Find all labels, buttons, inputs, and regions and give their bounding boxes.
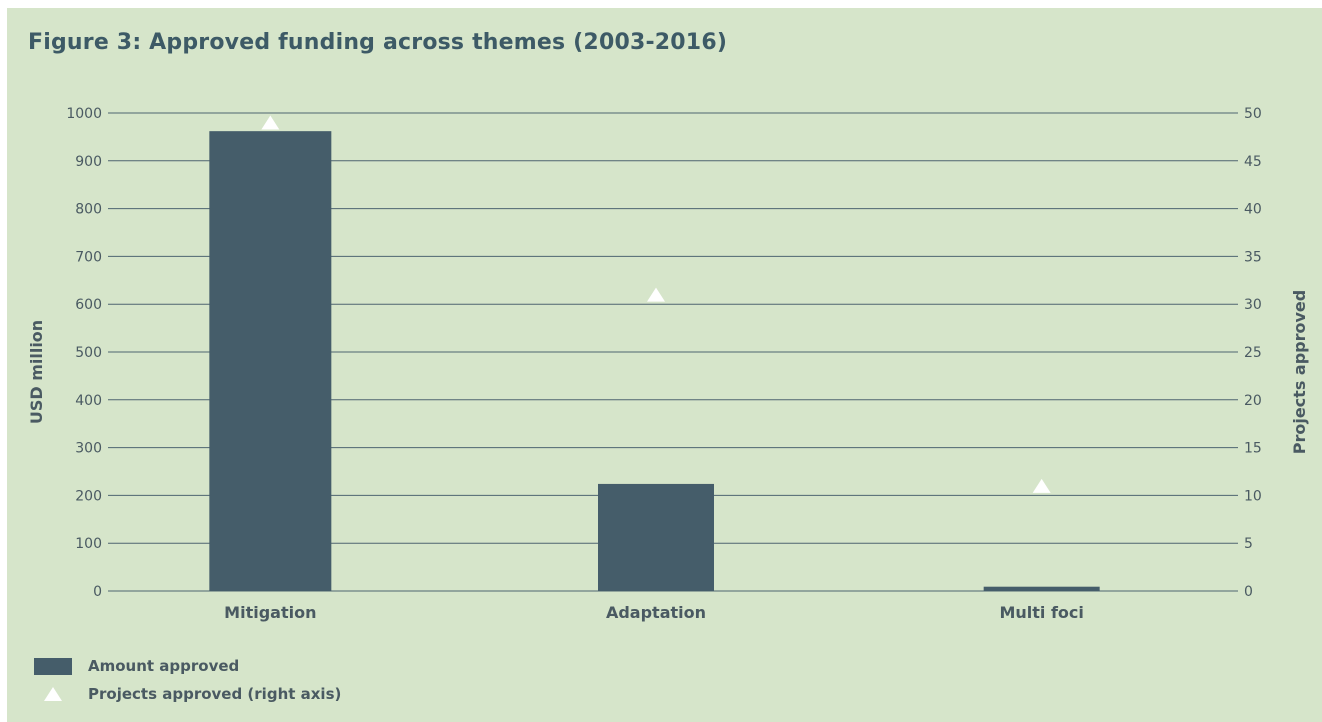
y-right-tick-label: 0 — [1244, 584, 1253, 600]
y-tick-label: 300 — [75, 441, 102, 457]
y-right-tick-label: 10 — [1244, 488, 1262, 504]
y-tick-label: 400 — [75, 393, 102, 409]
bar — [983, 586, 1100, 591]
y-right-tick-label: 50 — [1244, 106, 1262, 122]
legend-label-projects: Projects approved (right axis) — [88, 685, 342, 703]
y-tick-label: 500 — [75, 345, 102, 361]
y-right-tick-label: 15 — [1244, 441, 1262, 457]
triangle-marker-icon — [34, 686, 72, 703]
x-tick-label: Adaptation — [606, 603, 706, 622]
x-axis-ticks: Mitigation Adaptation Multi foci — [224, 603, 1084, 622]
y-right-tick-label: 35 — [1244, 249, 1262, 265]
y-tick-label: 800 — [75, 202, 102, 218]
y-right-tick-label: 45 — [1244, 154, 1262, 170]
y-right-tick-label: 5 — [1244, 536, 1253, 552]
bar — [209, 131, 332, 591]
right-axis-ticks: 0 5 10 15 20 25 30 35 40 45 50 — [1244, 106, 1262, 600]
y-tick-label: 900 — [75, 154, 102, 170]
left-axis-ticks: 0 100 200 300 400 500 600 700 800 900 1000 — [66, 106, 102, 600]
y-tick-label: 600 — [75, 297, 102, 313]
legend-item-projects: Projects approved (right axis) — [34, 680, 341, 708]
bar-swatch-icon — [34, 657, 72, 675]
project-marker — [261, 115, 280, 130]
bar — [598, 483, 714, 591]
y-axis-right-label: Projects approved — [1290, 290, 1309, 455]
x-tick-label: Multi foci — [999, 603, 1083, 622]
chart-title: Figure 3: Approved funding across themes… — [28, 30, 728, 55]
x-tick-label: Mitigation — [224, 603, 316, 622]
y-right-tick-label: 25 — [1244, 345, 1262, 361]
y-right-tick-label: 30 — [1244, 297, 1262, 313]
bar-series — [209, 131, 1100, 591]
y-tick-label: 200 — [75, 488, 102, 504]
y-axis-label: USD million — [27, 320, 46, 424]
y-right-tick-label: 40 — [1244, 202, 1262, 218]
y-tick-label: 0 — [93, 584, 102, 600]
y-tick-label: 700 — [75, 249, 102, 265]
project-marker — [1032, 478, 1051, 493]
y-right-tick-label: 20 — [1244, 393, 1262, 409]
legend-item-amount: Amount approved — [34, 652, 341, 680]
legend: Amount approved Projects approved (right… — [34, 652, 341, 708]
y-tick-label: 100 — [75, 536, 102, 552]
marker-series — [261, 115, 1051, 493]
legend-label-amount: Amount approved — [88, 657, 240, 675]
project-marker — [647, 287, 665, 302]
y-tick-label: 1000 — [66, 106, 102, 122]
